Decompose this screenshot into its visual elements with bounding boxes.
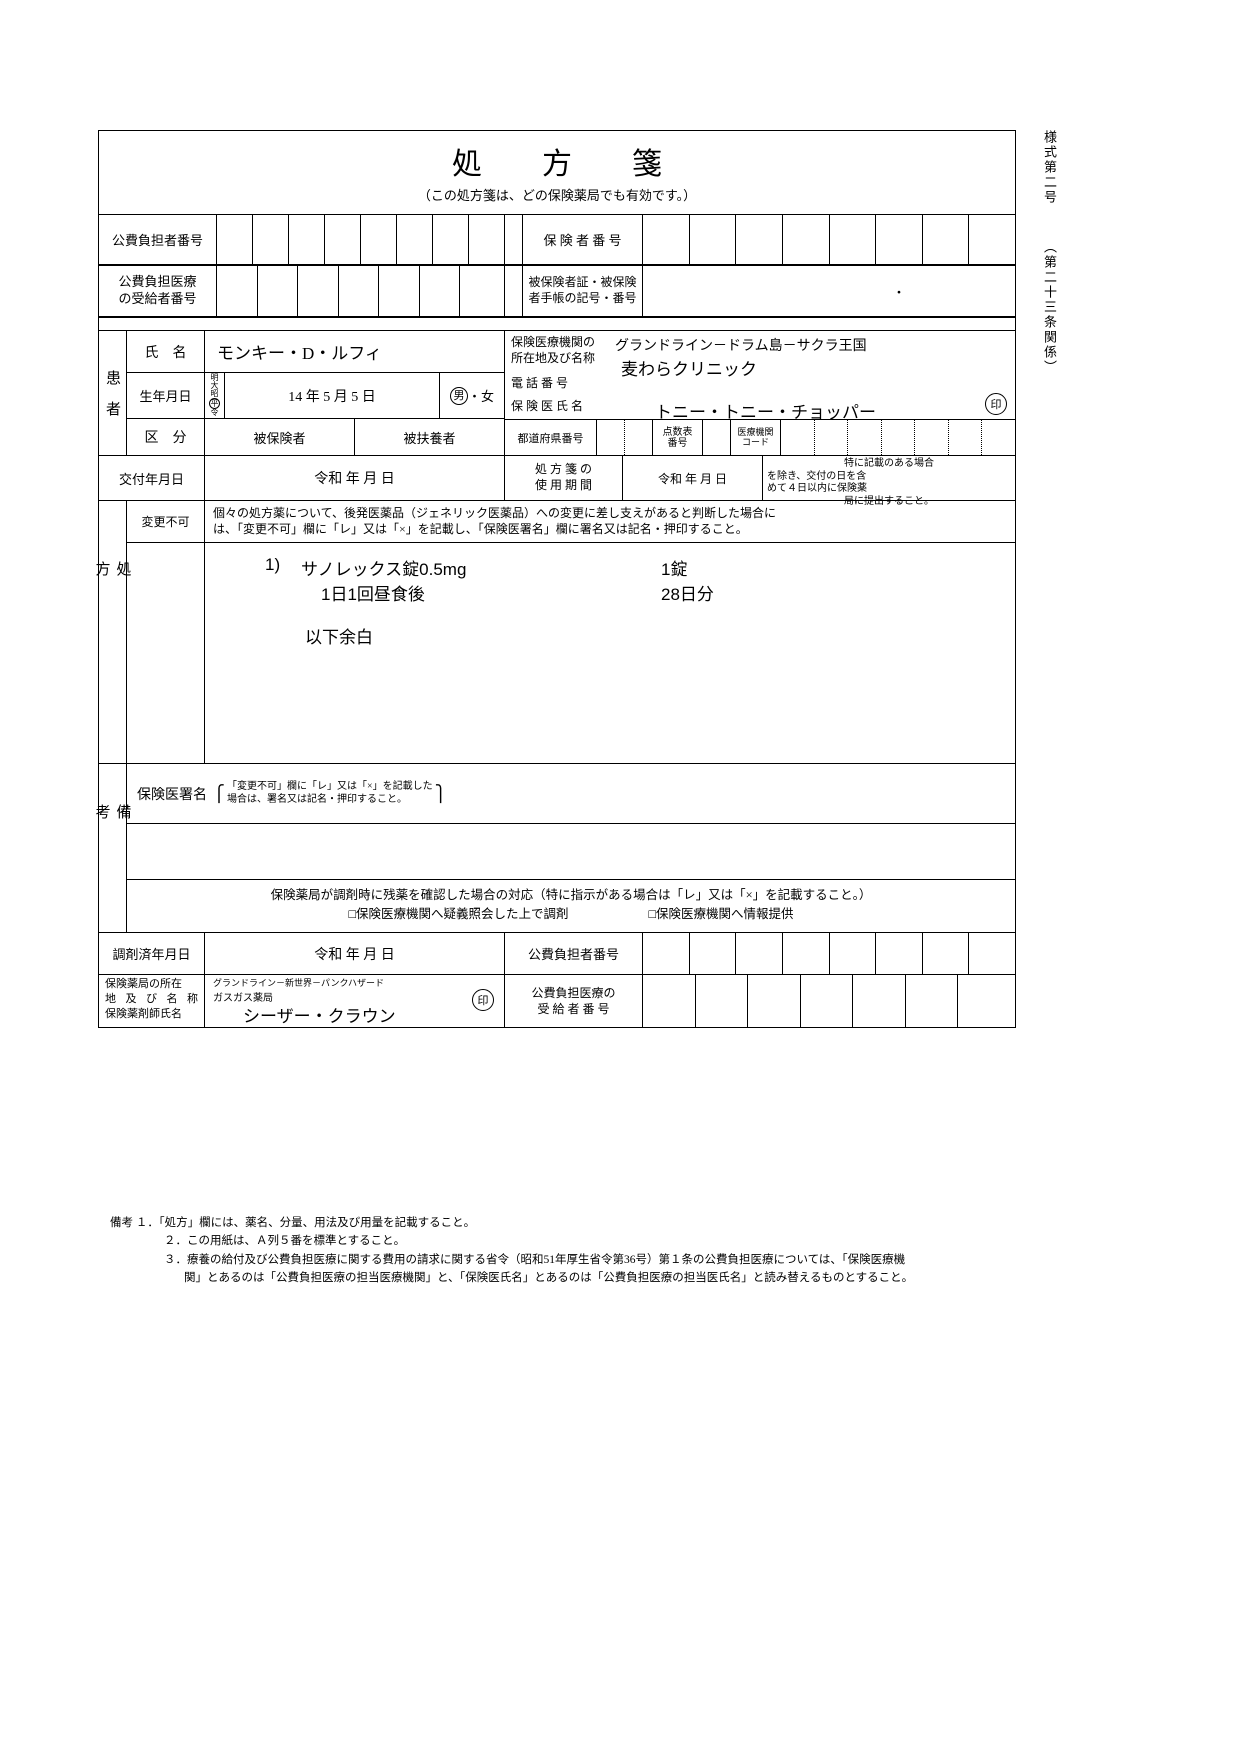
score-label: 点数表 番号 (653, 420, 703, 455)
payer-no-boxes (217, 215, 505, 264)
gap-1 (505, 215, 523, 264)
footnote-1: 備考 １．「処方」欄には、薬名、分量、用法及び用量を記載すること。 (110, 1214, 1020, 1232)
dispense-date-value: 令和 年 月 日 (205, 933, 505, 974)
pharmacy-seal: 印 (472, 989, 494, 1011)
valid-value: 令和 年 月 日 (623, 456, 763, 500)
rx-section-label: 処方 (99, 501, 127, 763)
rx-dosage: 1日1回昼食後 (321, 580, 661, 605)
pref-boxes (597, 420, 653, 455)
doctor-sign-label: 保険医署名 (137, 784, 207, 804)
remarks-section-label: 備考 (99, 764, 127, 932)
pharmacy-value: グランドライン－新世界－パンクハザード ガスガス薬局 シーザー・クラウン 印 (205, 975, 505, 1027)
footnote-3a: ３．療養の給付及び公費負担医療に関する費用の請求に関する省令（昭和51年厚生省令… (110, 1251, 1020, 1269)
patient-section-label: 患者 (99, 331, 127, 455)
payer-insurer-row: 公費負担者番号 保 険 者 番 号 (99, 214, 1015, 266)
rx-qty: 1錠 (661, 555, 801, 580)
form-subtitle: （この処方箋は、どの保険薬局でも有効です。） (99, 185, 1015, 214)
pref-label: 都道府県番号 (505, 420, 597, 455)
footnote-3b: 関」とあるのは「公費負担医療の担当医療機関」と、「保険医氏名」とあるのは「公費負… (110, 1269, 1020, 1287)
rx-body: 1) サノレックス錠0.5mg 1錠 1日1回昼食後 28日分 (205, 543, 1015, 605)
inst-addr-value-1: グランドライン－ドラム島－サクラ王国 (615, 335, 1009, 355)
patient-block: 患者 氏 名 モンキー・D・ルフィ 生年月日 明 大 昭 平 (99, 331, 505, 455)
sex-female: 女 (481, 386, 494, 405)
footnotes: 備考 １．「処方」欄には、薬名、分量、用法及び用量を記載すること。 ２．この用紙… (110, 1214, 1020, 1288)
inst-addr-label: 保険医療機関の 所在地及び名称 (511, 335, 603, 366)
issue-row: 交付年月日 令和 年 月 日 処 方 箋 の 使 用 期 間 令和 年 月 日 … (99, 455, 1015, 501)
inst-code-boxes (781, 420, 1015, 455)
kubun-dependent: 被扶養者 (355, 419, 504, 455)
doctor-seal: 印 (985, 393, 1007, 415)
form-title: 処方箋 (392, 148, 722, 181)
rx-days: 28日分 (661, 580, 801, 605)
sex-male: 男 (450, 387, 468, 405)
rx-item-no: 1) (265, 555, 301, 580)
sex-cell: 男 ・ 女 (440, 373, 504, 418)
insurer-no-label: 保 険 者 番 号 (523, 215, 643, 264)
insurer-no-boxes (643, 215, 1015, 264)
valid-note: 特に記載のある場合 を除き、交付の日を含 めて４日以内に保険薬 局に提出すること… (763, 456, 1015, 500)
side-note-1: 様式第二号 (1042, 130, 1057, 205)
dob-label: 生年月日 (127, 373, 205, 418)
valid-label: 処 方 箋 の 使 用 期 間 (505, 456, 623, 500)
generic-note: 個々の処方薬について、後発医薬品（ジェネリック医薬品）への変更に差し支えがあると… (205, 501, 1015, 542)
pharmacy-addr: グランドライン－新世界－パンクハザード (213, 976, 496, 989)
institution-block: 保険医療機関の 所在地及び名称 電 話 番 号 保 険 医 氏 名 グランドライ… (505, 331, 1015, 455)
prescription-form: 処方箋 （この処方箋は、どの保険薬局でも有効です。） 公費負担者番号 保 険 者… (98, 130, 1016, 1028)
pharmacy-label: 保険薬局の所在 地 及 び 名 称 保険薬剤師氏名 (99, 975, 205, 1027)
patient-name-label: 氏 名 (127, 331, 205, 372)
issue-label: 交付年月日 (99, 456, 205, 500)
recipient-insured-row: 公費負担医療 の受給者番号 被保険者証・被保険 者手帳の記号・番号 ・ (99, 266, 1015, 318)
footnote-2: ２．この用紙は、Ａ列５番を標準とすること。 (110, 1232, 1020, 1250)
inst-values: グランドライン－ドラム島－サクラ王国 麦わらクリニック トニー・トニー・チョッパ… (609, 331, 1015, 419)
no-change-label: 変更不可 (127, 501, 205, 542)
inst-labels: 保険医療機関の 所在地及び名称 電 話 番 号 保 険 医 氏 名 (505, 331, 609, 419)
kubun-label: 区 分 (127, 419, 205, 455)
recipient2-boxes (643, 975, 1015, 1027)
doctor-value: トニー・トニー・チョッパー (615, 398, 1009, 423)
side-note-2: （第二十三条関係） (1042, 240, 1057, 375)
insured-card-label: 被保険者証・被保険 者手帳の記号・番号 (523, 266, 643, 316)
issue-value: 令和 年 月 日 (205, 456, 505, 500)
dob-value: 14 年 5 月 5 日 (225, 373, 440, 418)
payer-no-label: 公費負担者番号 (99, 215, 217, 264)
inst-code-label: 医療機関 コード (731, 420, 781, 455)
dispense-date-label: 調剤済年月日 (99, 933, 205, 974)
insured-card-value: ・ (643, 266, 1015, 316)
title-row: 処方箋 (99, 131, 1015, 185)
recipient2-label: 公費負担医療の 受 給 者 番 号 (505, 975, 643, 1027)
doctor-label: 保 険 医 氏 名 (511, 397, 603, 414)
spacer-1 (99, 318, 1015, 330)
no-change-column (127, 543, 205, 763)
recipient-no-boxes (217, 266, 505, 316)
pharmacist-name: シーザー・クラウン (213, 1002, 496, 1027)
below-blank: 以下余白 (205, 605, 1015, 648)
payer2-boxes (643, 933, 1015, 974)
tel-label: 電 話 番 号 (511, 374, 603, 391)
payer2-label: 公費負担者番号 (505, 933, 643, 974)
doctor-sign-note: 「変更不可」欄に「レ」又は「×」を記載した 場合は、署名又は記名・押印すること。 (227, 781, 433, 806)
recipient-no-label: 公費負担医療 の受給者番号 (99, 266, 217, 316)
kubun-insured: 被保険者 (205, 419, 355, 455)
residual-note: 保険薬局が調剤時に残薬を確認した場合の対応（特に指示がある場合は「レ」又は「×」… (127, 880, 1015, 932)
patient-name-value: モンキー・D・ルフィ (205, 331, 504, 372)
era-column: 明 大 昭 平 令 (205, 373, 225, 418)
inst-addr-value-2: 麦わらクリニック (615, 355, 1009, 380)
pharmacy-row: 保険薬局の所在 地 及 び 名 称 保険薬剤師氏名 グランドライン－新世界－パン… (99, 975, 1015, 1027)
score-box (703, 420, 731, 455)
remarks-section: 備考 保険医署名 ⎧ 「変更不可」欄に「レ」又は「×」を記載した 場合は、署名又… (99, 764, 1015, 933)
patient-institution-block: 患者 氏 名 モンキー・D・ルフィ 生年月日 明 大 昭 平 (99, 330, 1015, 455)
form-side-note: 様式第二号 （第二十三条関係） (1040, 130, 1059, 375)
rx-section: 処方 変更不可 個々の処方薬について、後発医薬品（ジェネリック医薬品）への変更に… (99, 501, 1015, 764)
rx-drug: サノレックス錠0.5mg (301, 555, 661, 580)
dispense-date-row: 調剤済年月日 令和 年 月 日 公費負担者番号 (99, 933, 1015, 975)
gap-2 (505, 266, 523, 316)
remarks-blank (127, 824, 1015, 880)
